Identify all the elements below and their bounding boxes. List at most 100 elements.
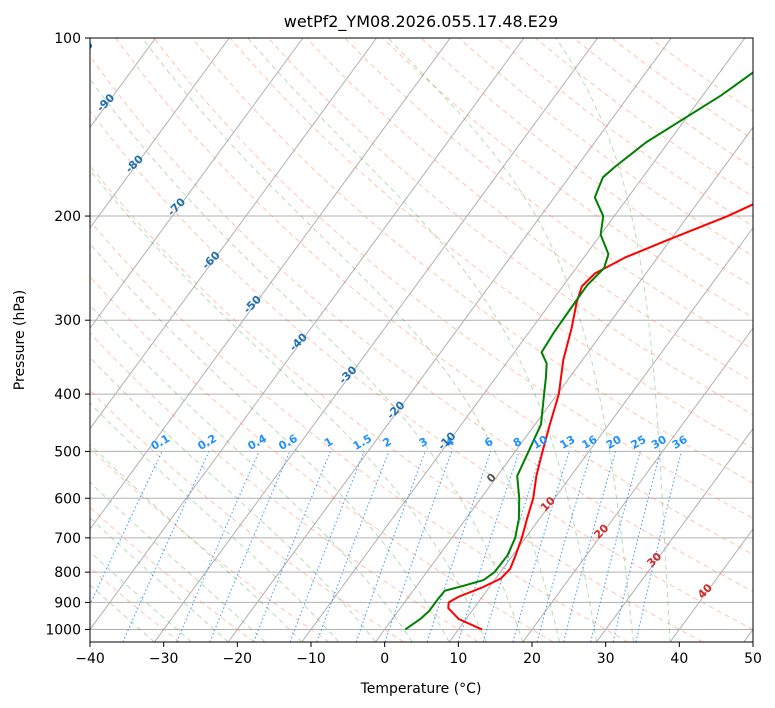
mixing-ratio-line xyxy=(122,451,210,642)
dry-adiabat xyxy=(90,164,703,642)
dry-adiabat xyxy=(115,38,753,555)
mixing-ratio-label: 0.4 xyxy=(246,432,270,453)
dry-adiabat xyxy=(191,38,753,484)
dry-adiabat xyxy=(153,38,753,519)
dry-adiabat xyxy=(496,38,753,227)
mixing-ratio-label: 0.2 xyxy=(196,432,219,453)
moist-adiabat xyxy=(555,38,671,642)
y-tick-label: 300 xyxy=(54,313,81,329)
mixing-ratio-line xyxy=(590,451,641,642)
x-tick-label: 50 xyxy=(744,651,762,667)
mixing-ratio-label: 30 xyxy=(649,433,669,452)
mixing-ratio-label: 1 xyxy=(322,435,335,450)
moist-adiabat xyxy=(90,584,155,642)
y-tick-label: 1000 xyxy=(45,622,81,638)
moist-adiabat xyxy=(90,243,450,642)
y-tick-label: 100 xyxy=(54,31,81,47)
mixing-ratio-label: 36 xyxy=(670,433,690,452)
isotherm-line xyxy=(669,528,753,642)
y-tick-label: 400 xyxy=(54,387,81,403)
axes-layer: −40 −30 −20 −10 0 10 20 30 40 5010020030040050060… xyxy=(45,31,762,667)
x-tick-label: −30 xyxy=(149,651,179,667)
x-axis-label: Temperature (°C) xyxy=(360,681,482,697)
y-tick-label: 500 xyxy=(54,444,81,460)
x-tick-label: 0 xyxy=(380,651,389,667)
mixing-ratio-line xyxy=(426,451,492,642)
dry-adiabat xyxy=(535,38,753,198)
isotherm-line xyxy=(596,427,753,642)
moist-adiabat xyxy=(387,38,634,642)
moist-adiabat xyxy=(90,551,192,642)
isotherm-line xyxy=(743,628,753,642)
isotherm-line xyxy=(90,38,377,430)
mixing-ratio-line xyxy=(316,451,390,642)
moist-adiabat xyxy=(90,402,340,642)
dry-adiabat xyxy=(90,275,554,642)
mixing-ratio-line xyxy=(384,451,453,642)
x-tick-label: 30 xyxy=(597,651,615,667)
moist-adiabat xyxy=(90,169,487,642)
mixing-ratio-label: 16 xyxy=(580,433,600,452)
mixing-ratio-line xyxy=(90,451,163,606)
mixing-ratio-line xyxy=(209,451,291,642)
mixing-ratio-line xyxy=(355,451,426,642)
dry-adiabat xyxy=(573,38,753,169)
x-tick-label: −40 xyxy=(75,651,105,667)
moist-adiabat xyxy=(90,443,303,642)
mixing-ratio-line xyxy=(457,451,520,642)
isotherm-line xyxy=(227,38,672,642)
isotherm-line xyxy=(90,38,451,530)
dry-adiabat xyxy=(306,38,753,383)
x-tick-label: 40 xyxy=(670,651,688,667)
dry-adiabat xyxy=(90,109,753,631)
y-tick-label: 600 xyxy=(54,491,81,507)
mixing-ratio-line xyxy=(253,451,331,642)
isotherm-line xyxy=(90,38,230,229)
dry-adiabat xyxy=(267,38,753,416)
dry-adiabat xyxy=(229,38,753,450)
moist-adiabat xyxy=(90,356,376,642)
x-tick-label: 20 xyxy=(523,651,541,667)
moist-adiabat xyxy=(141,38,561,642)
dry-adiabat xyxy=(90,220,629,642)
mixing-ratio-label: 6 xyxy=(482,435,495,450)
mixing-ratio-line xyxy=(612,451,662,642)
mixing-ratio-line xyxy=(512,451,570,642)
x-tick-label: −20 xyxy=(223,651,253,667)
mixing-ratio-label: 2 xyxy=(381,435,394,450)
chart-title: wetPf2_YM08.2026.055.17.48.E29 xyxy=(284,12,558,32)
moist-adiabat xyxy=(90,481,266,642)
isotherm-line xyxy=(90,38,304,330)
y-tick-label: 200 xyxy=(54,209,81,225)
temperature-trace xyxy=(447,203,753,631)
isotherm-line xyxy=(0,38,8,642)
mixing-ratio-line xyxy=(635,451,683,642)
isotherm-line xyxy=(448,226,753,642)
y-axis-label: Pressure (hPa) xyxy=(12,290,28,390)
dry-adiabat xyxy=(90,55,753,593)
dry-adiabat xyxy=(458,38,753,257)
x-tick-label: −10 xyxy=(296,651,326,667)
plot-frame xyxy=(89,37,754,643)
y-tick-label: 800 xyxy=(54,565,81,581)
dry-adiabat xyxy=(90,389,404,642)
dry-adiabat xyxy=(611,38,753,141)
isotherm-line xyxy=(301,38,746,642)
dry-adiabat xyxy=(382,38,753,319)
dry-adiabat xyxy=(90,332,479,642)
dry-adiabat xyxy=(420,38,753,288)
y-tick-label: 900 xyxy=(54,595,81,611)
mixing-ratio-label: 3 xyxy=(417,435,430,450)
mixing-ratio-label: 1.5 xyxy=(351,432,374,453)
isotherm-line xyxy=(375,126,753,642)
plot-area: 0.1 0.2 0.4 0.6 1 1.5 2 3 4 6 8 10 13 16 20 25 30 36-100-… xyxy=(0,38,753,642)
mixing-ratio-line xyxy=(563,451,617,642)
mixing-ratio-line xyxy=(176,451,260,642)
isotherm-line xyxy=(154,38,598,642)
x-tick-label: 10 xyxy=(449,651,467,667)
moist-adiabat xyxy=(90,517,229,642)
moist-adiabat-label: 0 xyxy=(484,471,499,486)
y-tick-label: 700 xyxy=(54,531,81,547)
dewpoint-trace xyxy=(404,71,753,631)
dry-adiabat xyxy=(344,38,753,351)
